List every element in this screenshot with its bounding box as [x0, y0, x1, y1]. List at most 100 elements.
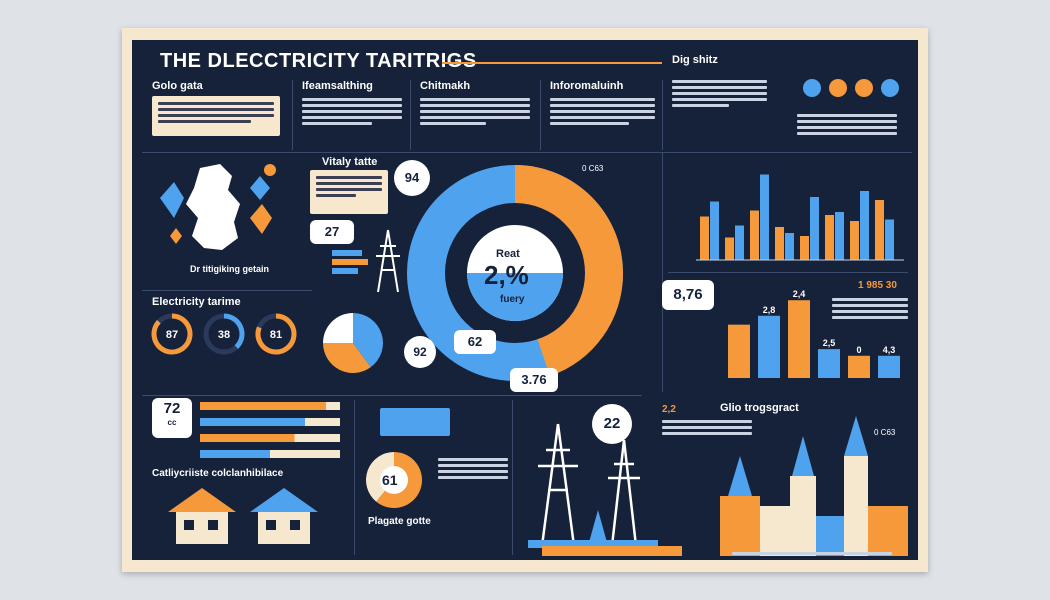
- bar: [200, 402, 326, 410]
- header-col1: Golo gata: [152, 80, 203, 92]
- bar: [848, 355, 870, 378]
- bar: [825, 215, 834, 260]
- small-bars: [332, 250, 368, 274]
- note-box: [310, 170, 388, 214]
- gauge-value: 81: [270, 329, 282, 341]
- bar-chart-bottom: 2,8 2,4 2,5 0 4,3: [728, 289, 900, 378]
- badge-376: 3.76: [510, 368, 558, 392]
- badge-27: 27: [310, 220, 354, 244]
- header-glio: Glio trogsgract: [720, 402, 799, 414]
- donut-center-value: 2,%: [484, 260, 529, 290]
- divider: [662, 152, 663, 392]
- divider: [410, 80, 411, 150]
- pie-slice: [353, 313, 383, 368]
- header-col2: Ifeamsalthing: [302, 80, 373, 92]
- divider: [142, 395, 642, 396]
- top-small-label: 0 C63: [582, 164, 604, 173]
- gear-icon: [803, 79, 899, 97]
- donut-center-top: Reat: [496, 248, 520, 260]
- bar: [758, 315, 780, 378]
- bar: [875, 200, 884, 260]
- bar-chart-top: [696, 174, 904, 261]
- bar: [735, 225, 744, 260]
- bar: [878, 355, 900, 378]
- infographic-board: THE DLECCTRICITY TARITRIGS Dig shitz Gol…: [132, 40, 918, 560]
- bar: [710, 201, 719, 260]
- text-block: [672, 80, 767, 110]
- bar: [860, 191, 869, 260]
- header-col4: Inforomaluinh: [550, 80, 624, 92]
- badge-72-sub: cc: [167, 418, 177, 427]
- bar: [788, 300, 810, 378]
- bar: [818, 349, 840, 378]
- divider: [662, 152, 912, 153]
- text-block: [797, 114, 897, 138]
- bar: [835, 212, 844, 260]
- divider: [142, 152, 662, 153]
- central-donut: [407, 165, 624, 381]
- gauge-value: 38: [218, 329, 230, 341]
- donut-center-bottom: fuery: [500, 294, 525, 305]
- map-caption: Dr titigiking getain: [190, 264, 270, 274]
- header-col3: Chitmakh: [420, 80, 471, 92]
- bar: [785, 233, 794, 260]
- gauge-arc: [255, 313, 297, 355]
- badge-22: 22: [592, 404, 632, 444]
- badge-72: 72 cc: [152, 398, 192, 438]
- badge-876: 8,76: [662, 280, 714, 310]
- text-block: [662, 420, 752, 438]
- blue-speech: [380, 408, 450, 436]
- bar: [885, 219, 894, 260]
- header-categories: Catliycriiste colclanhibilace: [152, 468, 284, 479]
- bar-label: 0: [856, 345, 861, 355]
- header-dig: Dig shitz: [672, 54, 718, 66]
- bar: [850, 221, 859, 260]
- house-icons: [168, 488, 318, 544]
- icon-cluster: [792, 70, 902, 115]
- ring-gauges: 87 38 81: [151, 313, 297, 355]
- gauge-value: 87: [166, 329, 178, 341]
- pie-slice: [323, 313, 353, 343]
- ground-strip: [542, 546, 682, 556]
- bar: [810, 197, 819, 260]
- donut-61: [366, 452, 422, 508]
- power-tower-icon: [528, 423, 658, 548]
- horizontal-bars: [200, 402, 340, 458]
- bar: [728, 324, 750, 378]
- bar: [725, 237, 734, 260]
- bar: [750, 210, 759, 260]
- bar: [200, 418, 305, 426]
- bar-label: 2,4: [793, 289, 806, 299]
- badge-61: 61: [382, 472, 398, 488]
- text-block: [832, 298, 908, 322]
- title-underline: [442, 62, 662, 64]
- title: THE DLECCTRICITY TARITRIGS: [160, 50, 477, 72]
- divider: [668, 272, 908, 273]
- gauge-arc: [223, 313, 245, 349]
- badge-94: 94: [394, 160, 430, 196]
- bar: [200, 434, 295, 442]
- bar-label: 4,3: [883, 345, 896, 355]
- pie-slice: [323, 343, 371, 373]
- bar-label: 2,5: [823, 338, 836, 348]
- text-block: [302, 98, 402, 128]
- header-places: Plagate gotte: [368, 516, 431, 527]
- pie-chart: [323, 313, 383, 373]
- divider: [512, 400, 513, 555]
- bar-label: 2,8: [763, 305, 776, 315]
- divider: [540, 80, 541, 150]
- divider: [354, 400, 355, 555]
- bar: [760, 174, 769, 260]
- glio-small-label: 0 C63: [874, 428, 896, 437]
- divider: [292, 80, 293, 150]
- text-block: [732, 552, 892, 558]
- badge-62: 62: [454, 330, 496, 354]
- divider: [142, 290, 312, 291]
- power-tower-icon: [376, 229, 400, 293]
- bar: [775, 227, 784, 260]
- header-electricity: Electricity tarime: [152, 296, 241, 308]
- text-block: [420, 98, 530, 128]
- note-box: [152, 96, 280, 136]
- divider: [662, 80, 663, 150]
- header-vitaly: Vitaly tatte: [322, 156, 378, 168]
